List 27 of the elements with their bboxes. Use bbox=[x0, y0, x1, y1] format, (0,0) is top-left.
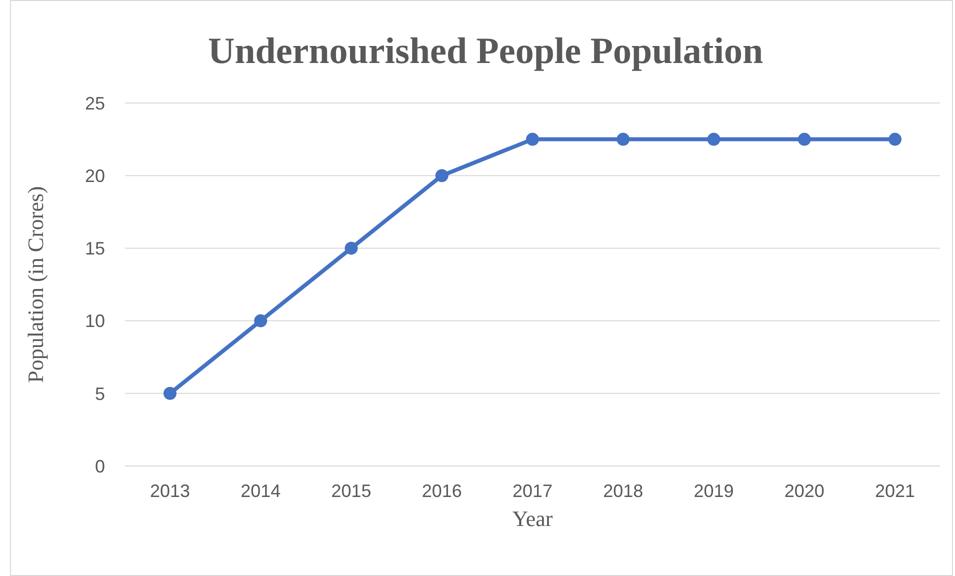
point bbox=[526, 132, 539, 146]
x-tick-label: 2013 bbox=[150, 480, 190, 501]
x-tick-label: 2018 bbox=[603, 480, 644, 501]
point bbox=[798, 132, 811, 146]
x-tick-label: 2017 bbox=[512, 480, 553, 501]
point bbox=[254, 314, 268, 328]
y-tick-label: 25 bbox=[84, 93, 105, 114]
x-tick-label: 2016 bbox=[422, 480, 462, 501]
x-tick-label: 2019 bbox=[694, 480, 734, 501]
point bbox=[888, 132, 902, 146]
x-axis-title: Year bbox=[512, 506, 554, 531]
x-tick-label: 2020 bbox=[784, 480, 824, 501]
x-tick-label: 2015 bbox=[331, 480, 372, 501]
x-tick-label: 2021 bbox=[874, 480, 916, 501]
y-tick-label: 20 bbox=[84, 166, 105, 186]
y-tick-label: 15 bbox=[84, 238, 105, 259]
point bbox=[707, 132, 720, 146]
point bbox=[164, 386, 176, 400]
point bbox=[344, 242, 358, 255]
y-tick-label: 0 bbox=[94, 456, 105, 476]
y-tick-label: 10 bbox=[84, 311, 105, 332]
x-tick-label: 2014 bbox=[240, 480, 281, 501]
chart-title: Undernourished People Population bbox=[207, 30, 764, 73]
y-tick-label: 5 bbox=[94, 384, 105, 404]
point bbox=[435, 169, 448, 182]
point bbox=[616, 132, 630, 146]
y-axis-title: Population (in Crores) bbox=[22, 186, 48, 383]
